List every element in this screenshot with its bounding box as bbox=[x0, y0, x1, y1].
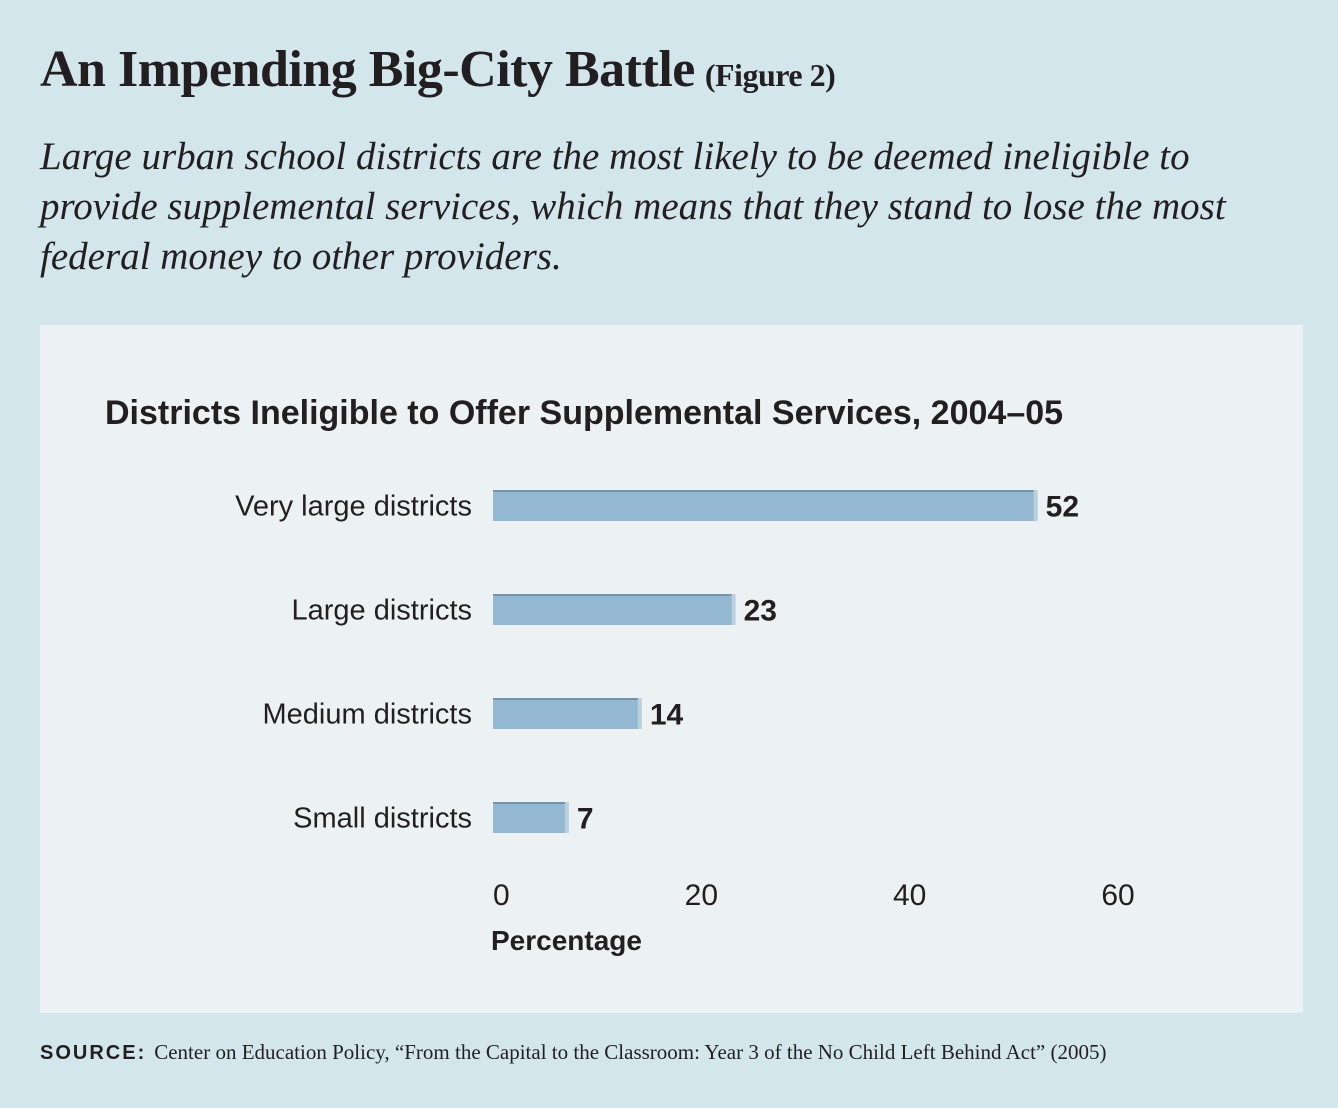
bar-small-districts bbox=[493, 802, 566, 833]
chart-panel: Districts Ineligible to Offer Supplement… bbox=[40, 325, 1303, 1013]
data-label-medium-districts: 14 bbox=[650, 699, 684, 732]
x-tick-label-40: 40 bbox=[893, 879, 926, 912]
x-tick-label-60: 60 bbox=[1101, 879, 1134, 912]
bar-top-edge-large-districts bbox=[493, 594, 733, 596]
category-label-very-large-districts: Very large districts bbox=[235, 491, 472, 523]
bar-chart: Districts Ineligible to Offer Supplement… bbox=[105, 394, 1135, 956]
figure-subtitle: Large urban school districts are the mos… bbox=[40, 135, 1226, 278]
figure-label: (Figure 2) bbox=[704, 57, 836, 93]
bar-end-cap-small-districts bbox=[564, 802, 569, 833]
title-text: An Impending Big-City Battle bbox=[40, 41, 695, 98]
figure-title: An Impending Big-City Battle (Figure 2) bbox=[40, 40, 836, 99]
bar-medium-districts bbox=[493, 698, 639, 729]
bar-large-districts bbox=[493, 594, 733, 625]
bar-end-cap-very-large-districts bbox=[1033, 490, 1038, 521]
bar-end-cap-medium-districts bbox=[637, 698, 642, 729]
bar-end-cap-large-districts bbox=[731, 594, 736, 625]
category-label-small-districts: Small districts bbox=[293, 803, 472, 835]
bar-very-large-districts bbox=[493, 490, 1035, 521]
bars-layer: Very large districts 52 Large districts 23 M… bbox=[235, 490, 1079, 836]
data-label-very-large-districts: 52 bbox=[1046, 491, 1079, 524]
source-label: SOURCE: bbox=[40, 1042, 147, 1064]
bar-top-edge-medium-districts bbox=[493, 698, 639, 700]
data-label-small-districts: 7 bbox=[577, 803, 594, 836]
x-axis-label: Percentage bbox=[491, 925, 642, 956]
category-label-large-districts: Large districts bbox=[291, 595, 472, 627]
data-label-large-districts: 23 bbox=[744, 595, 777, 628]
chart-title: Districts Ineligible to Offer Supplement… bbox=[105, 394, 1063, 432]
x-tick-label-20: 20 bbox=[685, 879, 718, 912]
bar-top-edge-very-large-districts bbox=[493, 490, 1035, 492]
source-text: Center on Education Policy, “From the Ca… bbox=[154, 1040, 1107, 1064]
x-tick-label-0: 0 bbox=[493, 879, 510, 912]
category-label-medium-districts: Medium districts bbox=[263, 699, 473, 731]
bar-top-edge-small-districts bbox=[493, 802, 566, 804]
x-axis-ticks: 0 20 40 60 bbox=[493, 879, 1135, 912]
source-note: SOURCE: Center on Education Policy, “From… bbox=[40, 1040, 1106, 1065]
